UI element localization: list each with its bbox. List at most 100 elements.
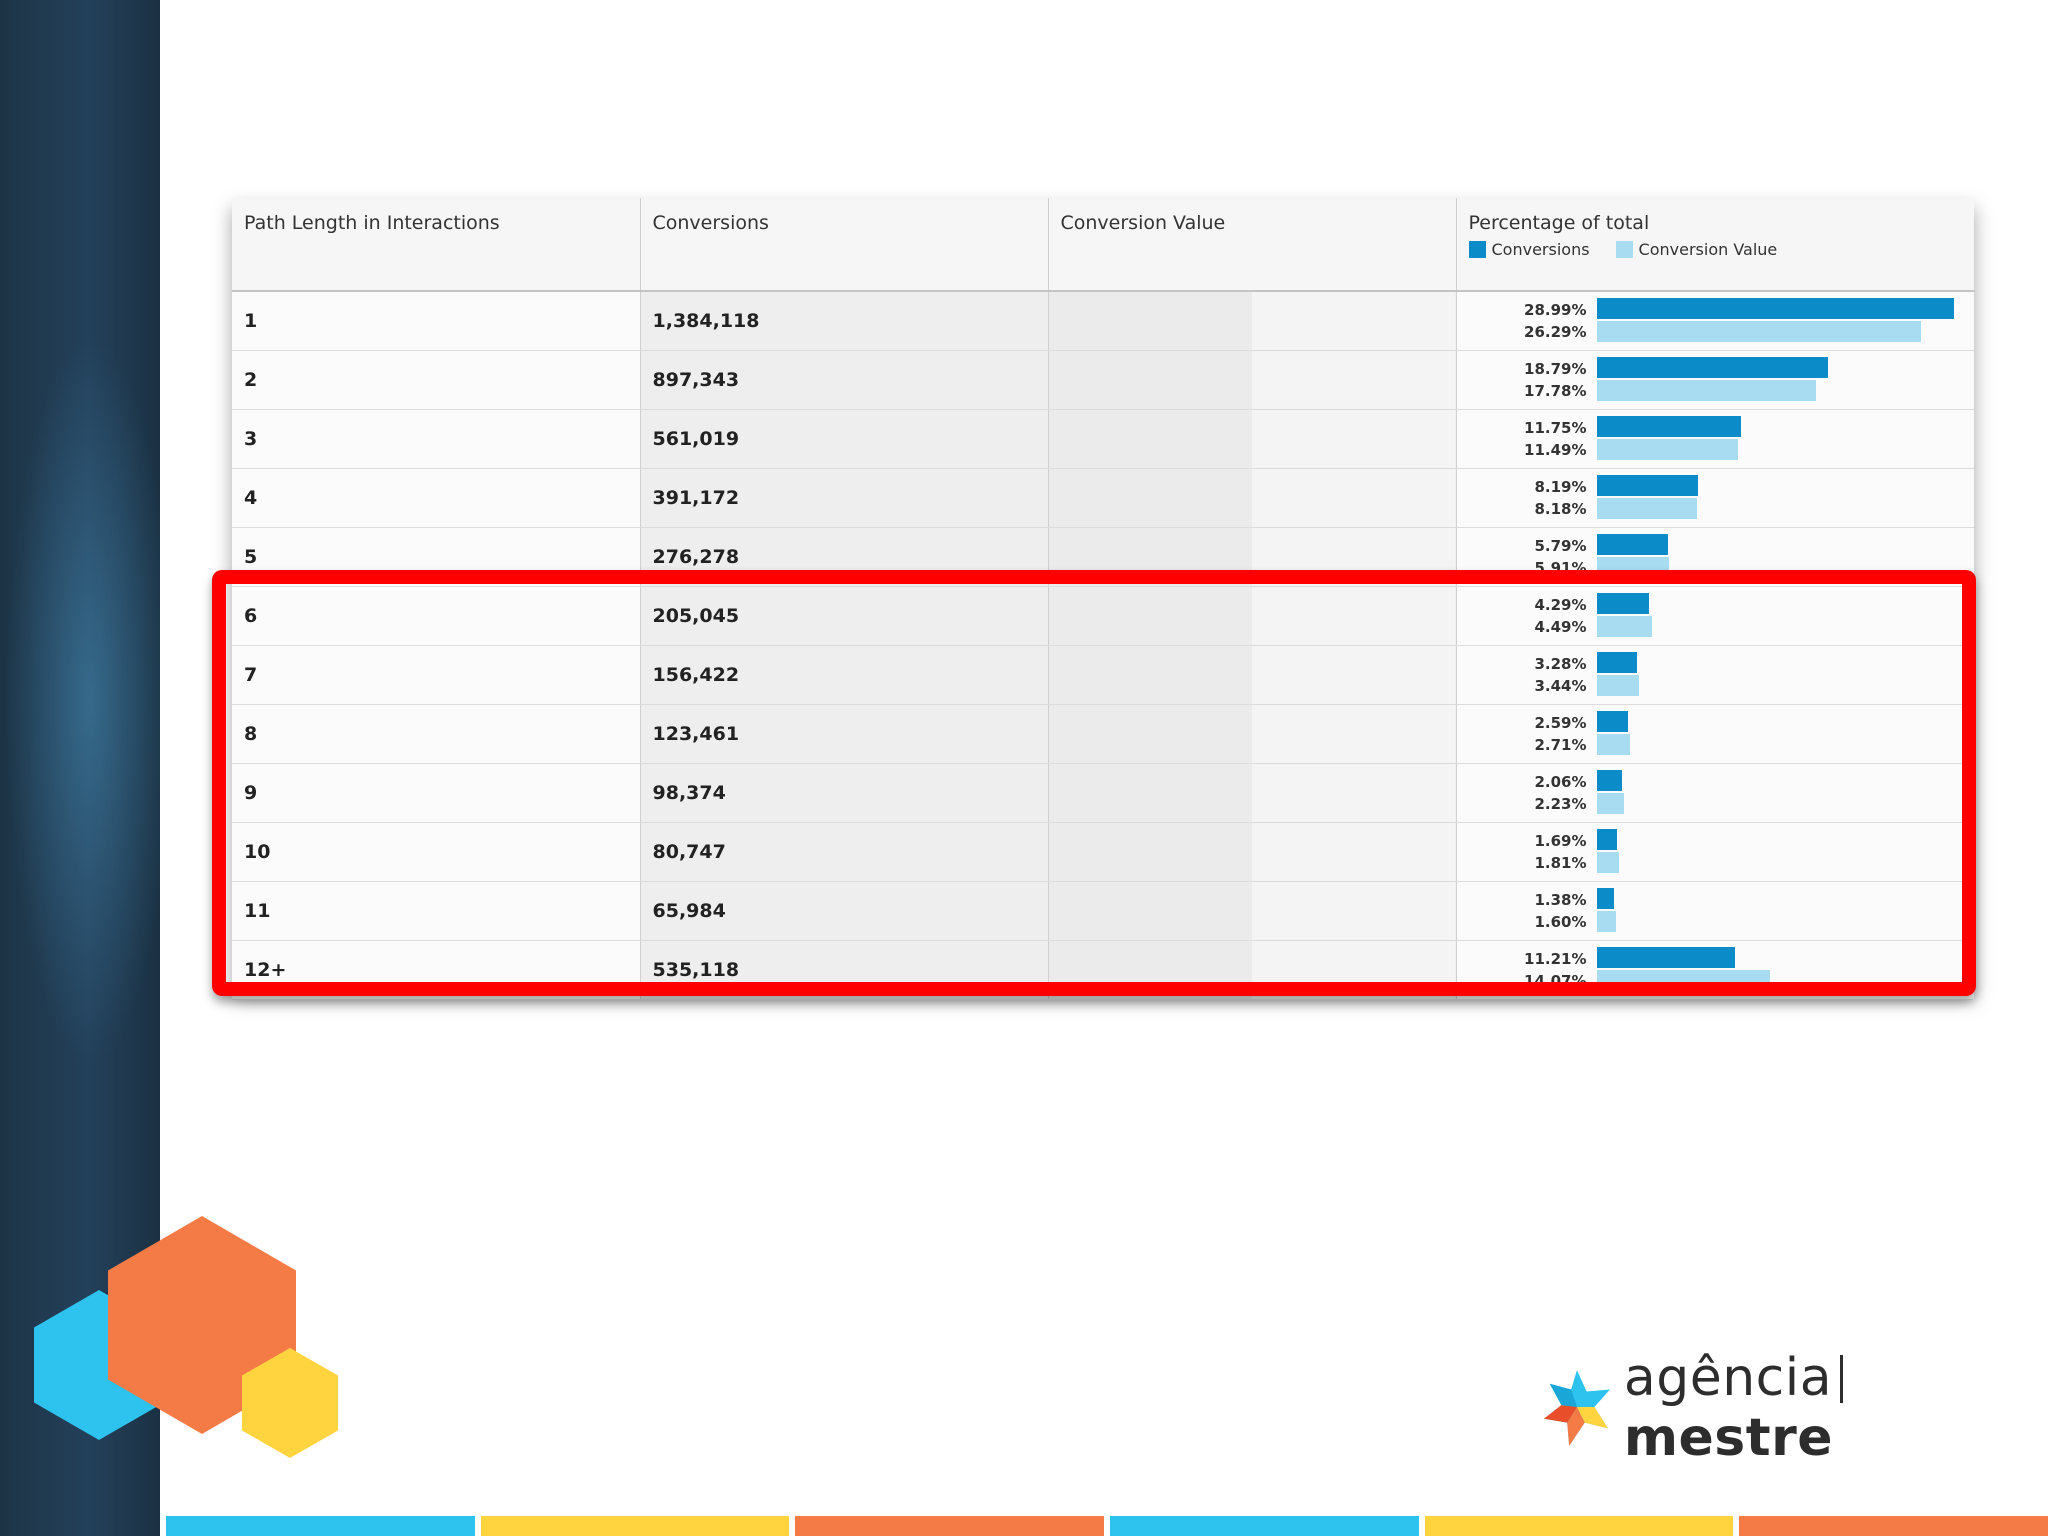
cell-conversion-value bbox=[1048, 763, 1457, 823]
conversion-value-bar bbox=[1596, 852, 1619, 873]
cell-percentage-of-total: 11.75% 11.49% bbox=[1456, 409, 1974, 469]
cell-percentage-of-total: 3.28% 3.44% bbox=[1456, 645, 1974, 705]
conversion-value-bar bbox=[1596, 380, 1816, 401]
cell-path-length: 4 bbox=[232, 468, 641, 528]
conversions-bar bbox=[1596, 947, 1735, 968]
pct-conversion-value-label: 17.78% bbox=[1524, 382, 1587, 400]
color-stripe bbox=[795, 1516, 1105, 1536]
logo-wordmark: agênciamestre bbox=[1624, 1348, 2048, 1468]
pct-conversions-label: 5.79% bbox=[1534, 537, 1587, 555]
color-stripe bbox=[1739, 1516, 2048, 1536]
header-percentage-label: Percentage of total bbox=[1468, 212, 1650, 234]
color-stripe bbox=[1424, 1516, 1734, 1536]
cell-path-length: 9 bbox=[232, 763, 641, 823]
yellow-hexagon-decoration bbox=[242, 1348, 338, 1458]
bottom-color-stripes bbox=[166, 1516, 2048, 1536]
table-row[interactable]: 8 123,461 2.59% 2.71% bbox=[232, 704, 1974, 764]
conversions-bar bbox=[1596, 770, 1622, 791]
pct-conversions-label: 18.79% bbox=[1524, 360, 1587, 378]
conversion-value-bar bbox=[1596, 911, 1617, 932]
pct-conversion-value-label: 2.23% bbox=[1534, 795, 1587, 813]
conversions-bar bbox=[1596, 357, 1829, 378]
table-row[interactable]: 1 1,384,118 28.99% 26.29% bbox=[232, 291, 1974, 351]
conversions-bar bbox=[1596, 593, 1650, 614]
agencia-mestre-logo: agênciamestre bbox=[1540, 1348, 2048, 1468]
logo-word-mestre: mestre bbox=[1623, 1408, 1834, 1468]
table-header-row: Path Length in Interactions Conversions … bbox=[232, 198, 1974, 292]
cell-conversions: 80,747 bbox=[640, 822, 1049, 882]
conversion-value-bar bbox=[1596, 734, 1630, 755]
cell-conversions: 561,019 bbox=[640, 409, 1049, 469]
cell-conversions: 65,984 bbox=[640, 881, 1049, 941]
conversions-bar bbox=[1596, 416, 1742, 437]
legend-conversions-label: Conversions bbox=[1491, 240, 1590, 259]
pct-conversions-label: 2.06% bbox=[1534, 773, 1587, 791]
cell-path-length: 11 bbox=[232, 881, 641, 941]
table-row[interactable]: 6 205,045 4.29% 4.49% bbox=[232, 586, 1974, 646]
cell-conversion-value bbox=[1048, 468, 1457, 528]
conversion-value-bar bbox=[1596, 675, 1639, 696]
legend-conversion-value-swatch bbox=[1615, 241, 1633, 258]
star-logo-icon bbox=[1543, 1370, 1610, 1446]
table-row[interactable]: 4 391,172 8.19% 8.18% bbox=[232, 468, 1974, 528]
cell-conversion-value bbox=[1048, 409, 1457, 469]
cell-path-length: 6 bbox=[232, 586, 641, 646]
table-row[interactable]: 9 98,374 2.06% 2.23% bbox=[232, 763, 1974, 823]
table-row[interactable]: 10 80,747 1.69% 1.81% bbox=[232, 822, 1974, 882]
pct-conversion-value-label: 1.81% bbox=[1534, 854, 1587, 872]
cell-percentage-of-total: 4.29% 4.49% bbox=[1456, 586, 1974, 646]
pct-conversion-value-label: 3.44% bbox=[1534, 677, 1587, 695]
cell-conversion-value bbox=[1048, 881, 1457, 941]
conversion-value-bar bbox=[1596, 321, 1921, 342]
cell-percentage-of-total: 2.06% 2.23% bbox=[1456, 763, 1974, 823]
conversion-value-bar bbox=[1596, 616, 1652, 637]
path-length-report-panel: Path Length in Interactions Conversions … bbox=[232, 198, 1974, 1000]
pct-conversion-value-label: 8.18% bbox=[1534, 500, 1587, 518]
conversions-bar bbox=[1596, 888, 1614, 909]
cell-conversions: 1,384,118 bbox=[640, 291, 1049, 351]
cell-conversions: 123,461 bbox=[640, 704, 1049, 764]
pct-conversions-label: 4.29% bbox=[1534, 596, 1587, 614]
pct-conversions-label: 8.19% bbox=[1534, 478, 1587, 496]
header-conversions[interactable]: Conversions bbox=[640, 198, 1049, 292]
cell-path-length: 2 bbox=[232, 350, 641, 410]
table-row[interactable]: 2 897,343 18.79% 17.78% bbox=[232, 350, 1974, 410]
pct-conversions-label: 3.28% bbox=[1534, 655, 1587, 673]
color-stripe bbox=[166, 1516, 475, 1536]
table-row[interactable]: 7 156,422 3.28% 3.44% bbox=[232, 645, 1974, 705]
pct-conversions-label: 2.59% bbox=[1534, 714, 1587, 732]
legend-conversion-value-label: Conversion Value bbox=[1638, 240, 1778, 259]
pct-conversion-value-label: 26.29% bbox=[1524, 323, 1587, 341]
table-row[interactable]: 3 561,019 11.75% 11.49% bbox=[232, 409, 1974, 469]
conversion-value-bar bbox=[1596, 793, 1624, 814]
header-conversion-value-label: Conversion Value bbox=[1060, 212, 1226, 234]
color-stripe bbox=[480, 1516, 790, 1536]
cell-conversions: 205,045 bbox=[640, 586, 1049, 646]
conversions-bar bbox=[1596, 711, 1629, 732]
pct-conversions-label: 1.38% bbox=[1534, 891, 1587, 909]
cell-conversion-value bbox=[1048, 350, 1457, 410]
cell-conversions: 391,172 bbox=[640, 468, 1049, 528]
conversions-bar bbox=[1596, 298, 1955, 319]
pct-conversions-label: 11.75% bbox=[1524, 419, 1587, 437]
cell-conversion-value bbox=[1048, 645, 1457, 705]
table-row[interactable]: 11 65,984 1.38% 1.60% bbox=[232, 881, 1974, 941]
header-conversions-label: Conversions bbox=[652, 212, 769, 234]
cell-percentage-of-total: 1.38% 1.60% bbox=[1456, 881, 1974, 941]
cell-path-length: 1 bbox=[232, 291, 641, 351]
conversion-value-bar bbox=[1596, 498, 1698, 519]
color-stripe bbox=[1110, 1516, 1419, 1536]
cell-percentage-of-total: 1.69% 1.81% bbox=[1456, 822, 1974, 882]
header-path-length[interactable]: Path Length in Interactions bbox=[232, 198, 641, 292]
pct-conversions-label: 11.21% bbox=[1524, 950, 1587, 968]
red-highlight-box bbox=[212, 570, 1976, 996]
pct-conversion-value-label: 2.71% bbox=[1534, 736, 1587, 754]
cell-path-length: 10 bbox=[232, 822, 641, 882]
cell-percentage-of-total: 8.19% 8.18% bbox=[1456, 468, 1974, 528]
cell-path-length: 3 bbox=[232, 409, 641, 469]
cell-conversion-value bbox=[1048, 291, 1457, 351]
pct-conversion-value-label: 11.49% bbox=[1524, 441, 1587, 459]
header-percentage-of-total[interactable]: Percentage of total Conversions Conversi… bbox=[1456, 198, 1974, 292]
header-conversion-value[interactable]: Conversion Value bbox=[1048, 198, 1457, 292]
conversions-bar bbox=[1596, 534, 1668, 555]
